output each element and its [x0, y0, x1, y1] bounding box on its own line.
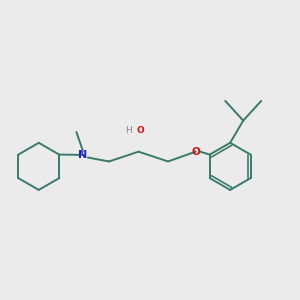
Text: H: H — [125, 126, 132, 135]
Text: O: O — [137, 126, 145, 135]
Text: N: N — [78, 150, 88, 160]
Text: O: O — [191, 147, 200, 157]
